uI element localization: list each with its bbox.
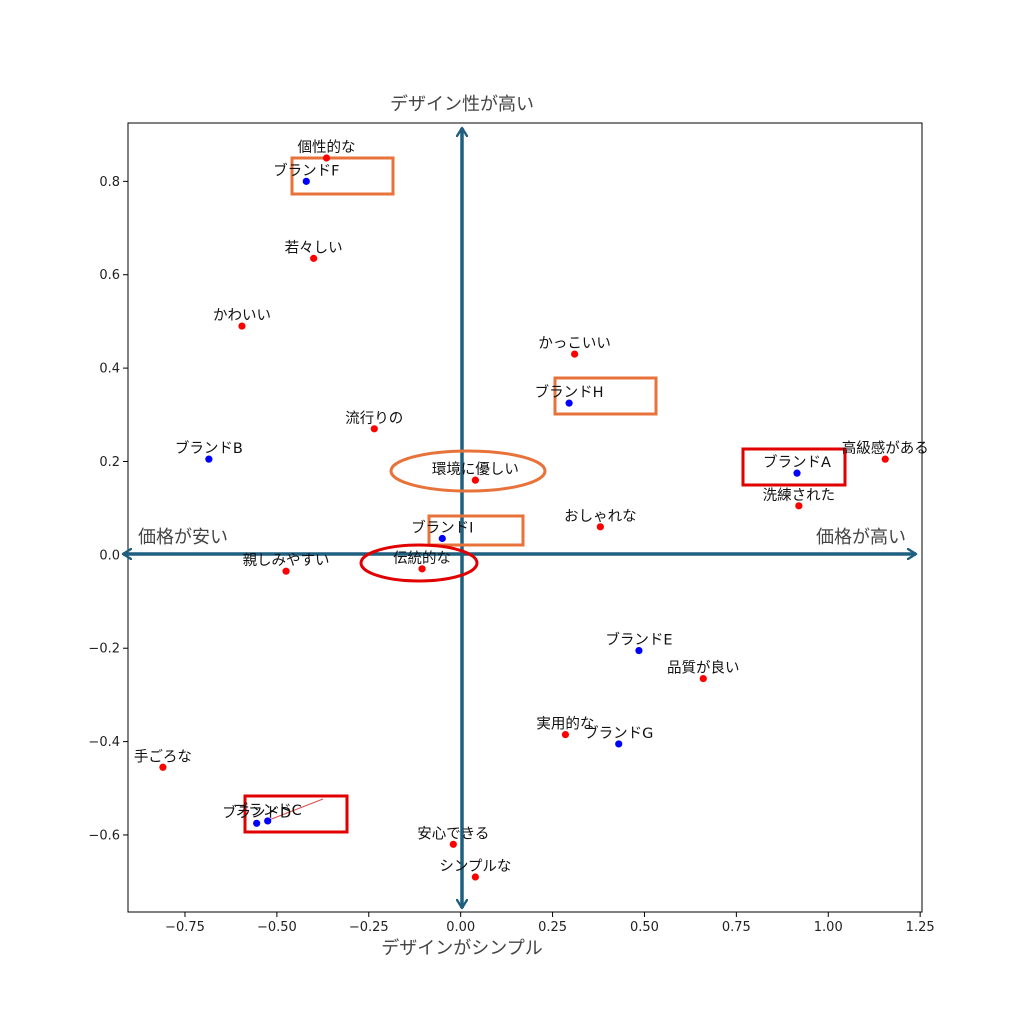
brand-point — [205, 455, 213, 463]
x-tick-label: −0.50 — [257, 920, 297, 935]
attribute-point-label: かわいい — [213, 307, 271, 324]
brand-point-label: ブランドD — [222, 803, 291, 821]
highlight-shapes — [243, 156, 847, 834]
y-tick-label: −0.6 — [88, 828, 120, 843]
brand-point-label: ブランドI — [411, 519, 473, 537]
x-tick-label: 0.75 — [722, 920, 751, 935]
y-tick-label: 0.2 — [99, 455, 120, 470]
x-axis-ticks: −0.75 −0.50 −0.25 0.00 0.25 0.50 0.75 1.00 1.25 — [165, 912, 935, 935]
brand-point — [635, 646, 643, 655]
x-tick-label: 0.50 — [630, 920, 659, 935]
brand-point-label: ブランドG — [584, 724, 653, 742]
highlight-ellipse-traditional — [359, 543, 479, 583]
y-axis-ticks: −0.6 −0.4 −0.2 0.0 0.2 0.4 0.6 0.8 — [88, 175, 128, 843]
attribute-point — [238, 322, 246, 330]
highlight-box-brand-d — [243, 794, 349, 834]
highlight-ellipse-eco — [389, 449, 547, 493]
highlight-box-brand-f — [290, 156, 395, 196]
attribute-point — [881, 455, 889, 463]
attribute-point-label: 若々しい — [285, 239, 343, 256]
attribute-point-label: 安心できる — [417, 825, 489, 842]
brand-point — [253, 819, 261, 827]
attribute-point-label: シンプルな — [439, 858, 511, 875]
attribute-point-label: 洗練された — [763, 487, 836, 504]
brand-point-label: ブランドF — [273, 161, 339, 179]
y-tick-label: −0.4 — [88, 735, 120, 750]
attribute-point — [159, 763, 167, 771]
attribute-point — [471, 476, 479, 484]
x-tick-label: 1.25 — [906, 920, 935, 935]
attribute-point-label: 流行りの — [345, 410, 403, 427]
highlight-box-brand-a — [741, 447, 847, 487]
brand-point-label: ブランドA — [763, 453, 831, 471]
brand-point — [264, 817, 272, 825]
attribute-point-label: 高級感がある — [842, 440, 929, 457]
attribute-point — [571, 350, 579, 358]
x-tick-label: 1.00 — [814, 920, 843, 935]
attribute-point — [370, 425, 378, 433]
attribute-point — [322, 154, 331, 162]
attribute-point-label: 手ごろな — [134, 748, 192, 765]
x-tick-label: −0.75 — [165, 920, 205, 935]
x-axis-label: デザインがシンプル — [381, 938, 542, 959]
brand-point-label: ブランドE — [605, 631, 672, 649]
attribute-point-label: 環境に優しい — [432, 460, 519, 478]
attribute-point — [449, 840, 457, 848]
attribute-point — [795, 502, 803, 510]
brand-point-label: ブランドH — [535, 383, 604, 401]
y-tick-label: −0.2 — [88, 642, 120, 657]
quadrant-label-left: 価格が安い — [138, 527, 228, 548]
brand-point — [615, 740, 623, 748]
brand-point — [565, 399, 573, 407]
y-tick-label: 0.0 — [99, 548, 120, 563]
quadrant-label-top: デザイン性が高い — [390, 94, 534, 115]
attribute-point-label: 品質が良い — [667, 659, 740, 677]
attribute-point-label: 親しみやすい — [243, 552, 330, 569]
y-tick-label: 0.8 — [99, 175, 120, 190]
attribute-point-label: おしゃれな — [564, 508, 637, 525]
x-tick-label: 0.25 — [538, 920, 567, 935]
y-tick-label: 0.6 — [99, 268, 120, 283]
attribute-point — [282, 567, 290, 575]
attribute-point — [561, 730, 570, 739]
attribute-point — [310, 254, 318, 262]
x-tick-label: −0.25 — [349, 920, 389, 935]
attribute-point-label: かっこいい — [538, 335, 611, 352]
highlight-box-brand-h — [553, 376, 658, 416]
brand-point — [793, 469, 801, 477]
highlight-box-brand-i — [427, 514, 525, 547]
y-tick-label: 0.4 — [99, 362, 120, 377]
plot-frame — [127, 122, 923, 913]
attribute-point — [699, 674, 707, 683]
brand-point-label: ブランドC — [234, 801, 302, 819]
attribute-point — [471, 873, 479, 881]
quadrant-label-right: 価格が高い — [816, 527, 906, 548]
brand-point — [438, 534, 446, 543]
attribute-point — [596, 523, 604, 531]
x-tick-label: 0.00 — [446, 920, 475, 935]
brand-c-leader-line — [268, 798, 324, 821]
attribute-point-label: 実用的な — [536, 716, 594, 733]
brand-point-label: ブランドB — [175, 439, 243, 457]
brand-point — [302, 177, 310, 185]
attribute-point — [418, 565, 426, 573]
attribute-point-label: 個性的な — [298, 139, 356, 156]
attribute-point-label: 伝統的な — [393, 550, 451, 567]
quadrant-arrows — [123, 128, 916, 908]
